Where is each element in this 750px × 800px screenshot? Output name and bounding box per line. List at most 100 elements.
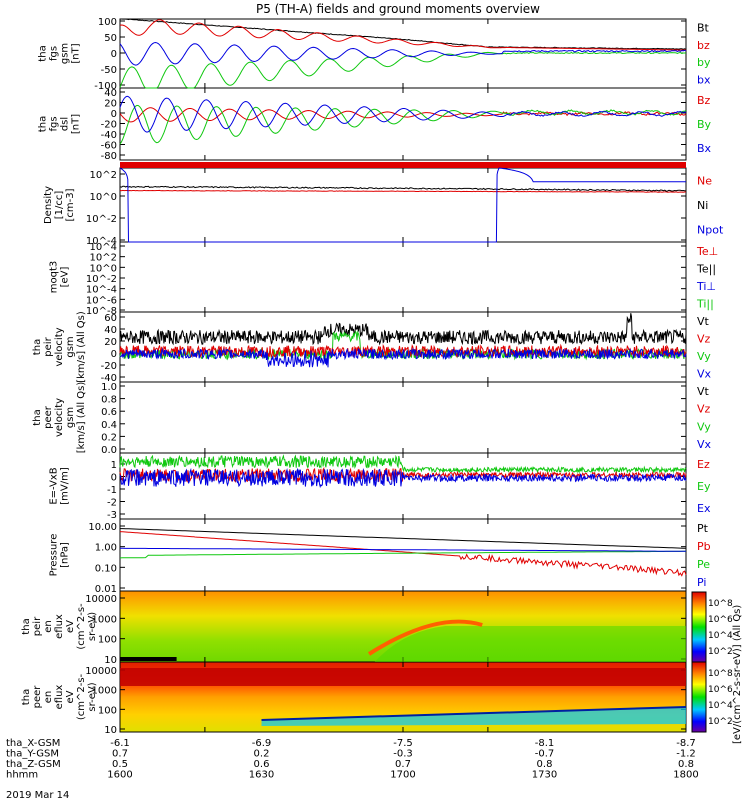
colorbar-tick: 10^8 (708, 669, 733, 679)
series-bx (119, 41, 687, 66)
colorbar-tick: 10^4 (708, 631, 733, 641)
y-axis-label: en (43, 620, 54, 633)
legend-temp-0: Te⊥ (696, 245, 718, 258)
y-axis-label: [km/s] (All Qs) (76, 382, 87, 454)
y-tick-label: 1000 (92, 686, 117, 697)
y-axis-label: moqt3 (49, 261, 60, 294)
y-tick-label: 1000 (92, 614, 117, 625)
y-axis-label: gsm (60, 43, 71, 64)
x-tick-label: -6.1 (110, 738, 130, 749)
y-tick-label: 10^-6 (86, 295, 117, 306)
y-tick-label: -20 (101, 120, 117, 131)
legend-peir_vel-3: Vx (697, 367, 712, 380)
x-tick-label: -6.9 (252, 738, 272, 749)
legend-temp-3: Ti|| (696, 297, 714, 310)
y-tick-label: -80 (101, 151, 117, 162)
panel-peer_vel: 1.0 0.80.6 0.40.2 0.0 tha peer velocity gsm [km/… (32, 381, 712, 456)
y-tick-label: -60 (101, 141, 117, 152)
panel-frame (119, 241, 687, 313)
series-Pb (119, 531, 687, 577)
y-tick-label: -40 (101, 373, 117, 384)
y-axis-label: [cm-3] (65, 188, 76, 221)
y-tick-label: 0.01 (95, 584, 117, 595)
legend-temp-1: Te|| (696, 262, 716, 275)
colorbar-tick: 10^2 (708, 717, 733, 727)
legend-fgs_gsm-2: by (697, 56, 711, 69)
legend-fgs_dsl-1: By (697, 118, 712, 131)
y-tick-label: 10 (104, 655, 117, 666)
legend-fgs_dsl-0: Bz (697, 94, 711, 107)
y-tick-label: 40 (104, 325, 117, 336)
y-tick-label: 10^-4 (86, 285, 117, 296)
y-tick-label: -3 (107, 510, 117, 521)
y-tick-label: 10 (104, 725, 117, 736)
x-row-label: hhmm (6, 770, 38, 781)
series-Ex (119, 467, 687, 489)
y-axis-label: [nT] (71, 114, 82, 134)
y-axis-label: [eV] (60, 267, 71, 288)
x-tick-label: -1.2 (676, 749, 696, 760)
y-axis-label: tha (38, 116, 49, 132)
y-tick-label: 10000 (85, 594, 117, 605)
x-tick-label: 0.7 (112, 749, 128, 760)
series-Bx (119, 95, 687, 133)
y-axis-label: [nPa] (60, 542, 71, 568)
colorbar-tick: 10^8 (708, 599, 733, 609)
y-axis-label: [nT] (71, 43, 82, 63)
x-tick-label: 0.6 (254, 759, 270, 770)
y-axis-label: [1/cc] (54, 191, 65, 220)
y-axis-label: fgs (49, 46, 60, 61)
y-tick-label: 0.0 (101, 445, 117, 456)
y-axis-label: eflux (54, 685, 65, 710)
colorbar-upper (691, 591, 707, 663)
peer-dark-band (261, 706, 687, 721)
y-axis-label: tha (32, 339, 43, 355)
legend-pressure-1: Pb (697, 540, 711, 553)
y-tick-label: 100 (98, 17, 117, 28)
y-axis-label: dsl (60, 117, 71, 131)
peir-low-band (120, 657, 177, 661)
date-label: 2019 Mar 14 (6, 790, 69, 800)
legend-peer_vel-3: Vx (697, 438, 712, 451)
y-axis-label: velocity (54, 398, 65, 437)
legend-peir_vel-2: Vy (697, 350, 711, 363)
y-tick-label: 100 (98, 705, 117, 716)
y-tick-label: 1 (111, 460, 117, 471)
y-axis-label: Pressure (49, 534, 60, 577)
y-axis-label: E=-VxB (49, 467, 60, 504)
y-tick-label: 100 (98, 635, 117, 646)
legend-efield-0: Ez (697, 458, 710, 471)
legend-density-2: Npot (697, 224, 724, 237)
y-axis-label: peer (32, 685, 43, 709)
legend-peir_vel-1: Vz (697, 332, 711, 345)
y-tick-label: 0.10 (95, 563, 117, 574)
x-tick-label: 1730 (532, 770, 557, 781)
y-axis-label: (cm^2-s- (76, 673, 87, 720)
peer-cyan-band (261, 707, 686, 726)
series-Npot (119, 167, 686, 243)
y-tick-label: 0 (111, 349, 117, 360)
series-Ne (119, 189, 687, 193)
peir-arc (367, 619, 483, 656)
peer-hot-band (120, 668, 686, 686)
series-by (119, 51, 687, 89)
y-tick-label: 0.2 (101, 432, 117, 443)
y-tick-label: -1 (107, 485, 117, 496)
colorbar-tick: 10^4 (708, 701, 733, 711)
legend-peer_vel-0: Vt (697, 385, 710, 398)
y-tick-label: 10^2 (90, 253, 117, 264)
legend-temp-2: Ti⊥ (696, 280, 716, 293)
legend-pressure-2: Pe (697, 558, 710, 571)
x-row-label: tha_Z-GSM (6, 759, 61, 770)
y-axis-label: velocity (54, 327, 65, 366)
series-Ni (119, 185, 687, 192)
legend-efield-2: Ex (697, 502, 711, 515)
y-tick-label: 0 (111, 49, 117, 60)
y-axis-label: [km/s] (All Qs) (76, 311, 87, 383)
y-axis-label: tha (21, 618, 32, 634)
panel-pressure: 10.00 1.00 0.10 0.01 Pressure [nPa] Pt Pb Pe Pi (49, 518, 711, 595)
panel-frame (119, 381, 687, 454)
